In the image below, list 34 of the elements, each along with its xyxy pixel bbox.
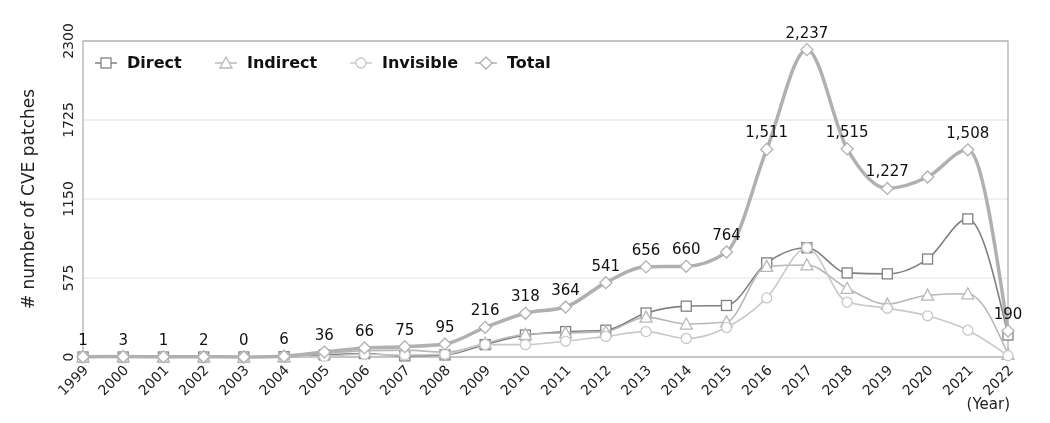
data-label: 1,508 (946, 123, 990, 142)
legend-label: Indirect (247, 53, 318, 72)
legend-label: Invisible (382, 53, 459, 72)
data-label: 36 (314, 326, 334, 345)
y-tick-label: 1725 (60, 102, 76, 138)
data-label: 6 (279, 330, 289, 349)
x-axis-title: (Year) (966, 395, 1010, 413)
legend-label: Direct (127, 53, 182, 72)
data-label: 1 (78, 330, 88, 349)
data-label: 95 (435, 317, 455, 336)
data-label: 66 (354, 321, 375, 340)
data-label: 1,515 (825, 122, 869, 141)
data-label: 2 (198, 330, 209, 349)
data-label: 764 (712, 226, 741, 245)
data-label: 660 (671, 240, 701, 259)
data-label: 216 (470, 301, 500, 320)
data-label: 364 (551, 280, 580, 299)
data-label: 0 (239, 331, 249, 349)
data-label: 2,237 (785, 23, 829, 42)
data-label: 190 (993, 304, 1023, 323)
y-tick-label: 575 (60, 264, 76, 292)
data-label: 541 (591, 256, 621, 275)
data-label: 656 (631, 240, 661, 259)
data-label: 1 (158, 330, 169, 349)
data-label: 75 (395, 320, 415, 339)
data-label: 1,511 (745, 123, 789, 142)
legend-label: Total (507, 53, 551, 72)
y-tick-label: 2300 (60, 23, 76, 59)
data-label: 1,227 (865, 162, 909, 181)
y-axis-title: # number of CVE patches (18, 88, 38, 310)
data-label: 3 (118, 330, 128, 349)
data-label: 318 (511, 287, 540, 306)
y-tick-label: 1150 (60, 181, 76, 217)
y-tick-label: 0 (60, 352, 76, 362)
